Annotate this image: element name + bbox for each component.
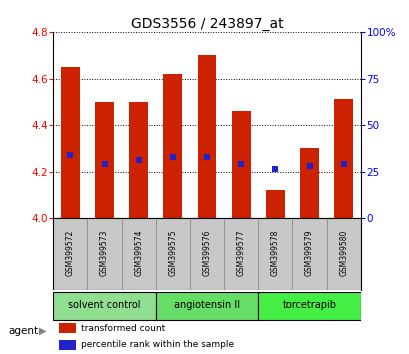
Bar <box>333 99 352 218</box>
Text: GSM399580: GSM399580 <box>338 230 347 276</box>
Text: solvent control: solvent control <box>68 300 140 310</box>
Bar <box>53 218 87 290</box>
Text: percentile rank within the sample: percentile rank within the sample <box>81 340 234 349</box>
Text: transformed count: transformed count <box>81 324 165 332</box>
Bar <box>59 339 76 350</box>
Bar <box>129 102 148 218</box>
Text: GSM399573: GSM399573 <box>100 230 109 276</box>
Text: GSM399574: GSM399574 <box>134 230 143 276</box>
Bar <box>121 218 155 290</box>
Bar <box>258 218 292 290</box>
Bar <box>95 102 114 218</box>
Bar <box>87 218 121 290</box>
Bar <box>155 218 189 290</box>
Text: angiotensin II: angiotensin II <box>173 300 240 310</box>
Text: GSM399572: GSM399572 <box>66 230 75 276</box>
Title: GDS3556 / 243897_at: GDS3556 / 243897_at <box>130 17 283 31</box>
Bar <box>61 67 80 218</box>
Text: GSM399578: GSM399578 <box>270 230 279 276</box>
Bar <box>197 55 216 218</box>
Text: agent: agent <box>8 326 38 336</box>
Text: GSM399579: GSM399579 <box>304 230 313 276</box>
Text: ▶: ▶ <box>39 326 46 336</box>
Bar <box>292 218 326 290</box>
Bar <box>163 74 182 218</box>
Text: torcetrapib: torcetrapib <box>282 300 336 310</box>
Bar <box>189 218 224 290</box>
Bar <box>155 292 258 320</box>
Bar <box>231 111 250 218</box>
Bar <box>265 190 284 218</box>
Bar <box>326 218 360 290</box>
Bar <box>224 218 258 290</box>
Text: GSM399577: GSM399577 <box>236 230 245 276</box>
Bar <box>59 323 76 333</box>
Bar <box>258 292 360 320</box>
Bar <box>53 292 155 320</box>
Text: GSM399575: GSM399575 <box>168 230 177 276</box>
Text: GSM399576: GSM399576 <box>202 230 211 276</box>
Bar <box>299 148 318 218</box>
